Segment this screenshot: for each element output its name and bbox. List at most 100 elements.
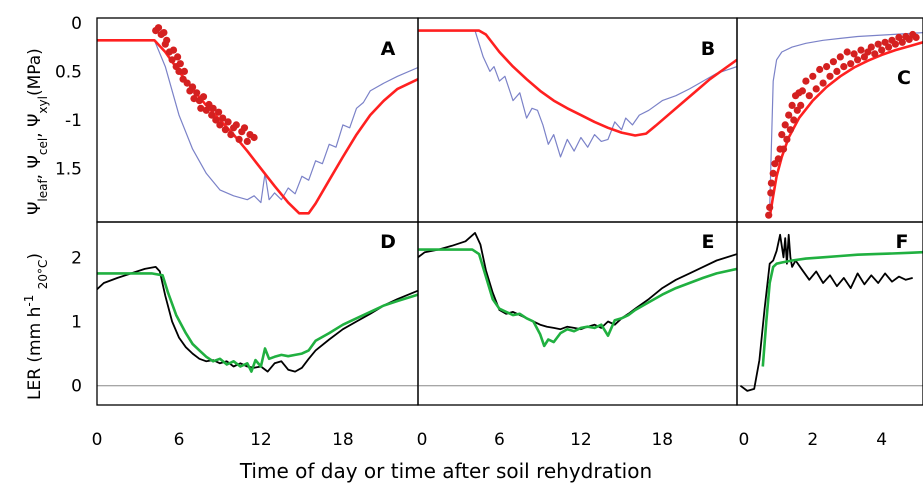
series-line-a-1 <box>97 39 418 204</box>
x-tick-label: 0 <box>417 430 428 450</box>
data-point <box>767 189 775 197</box>
data-point <box>766 203 774 211</box>
data-point <box>219 114 227 122</box>
y-tick-label: 2 <box>71 248 82 268</box>
data-point <box>190 95 198 103</box>
series-line-d-1 <box>97 265 418 373</box>
panel-frame <box>736 17 923 223</box>
panel-label: F <box>896 231 909 253</box>
data-point <box>781 121 789 129</box>
panel-label: D <box>380 231 396 253</box>
data-point <box>174 53 182 61</box>
series-line-b-1 <box>418 30 737 158</box>
x-axis-label: Time of day or time after soil rehydrati… <box>239 459 652 483</box>
data-point <box>154 24 163 32</box>
series-line-f-1 <box>739 233 913 392</box>
data-point <box>829 58 838 66</box>
data-point <box>180 67 188 75</box>
data-point <box>843 48 851 56</box>
series-line-c-1 <box>769 32 923 208</box>
data-point <box>769 169 777 177</box>
data-point <box>183 79 191 87</box>
y-tick-label: 0 <box>71 377 82 397</box>
y-tick-label: 1 <box>71 313 82 333</box>
series-line-c-2 <box>768 41 923 218</box>
data-point <box>209 104 217 112</box>
data-point <box>785 111 793 119</box>
data-point <box>836 53 844 61</box>
data-point <box>175 67 183 75</box>
x-tick-label: 12 <box>250 430 272 450</box>
panel-e: E <box>417 221 738 406</box>
panel-label: B <box>701 38 715 60</box>
panel-label: E <box>702 231 715 253</box>
data-point <box>163 36 171 44</box>
x-tick-labels: 0 6 12 18 0 6 12 18 0 2 4 <box>92 430 888 450</box>
data-point <box>790 116 798 124</box>
data-point <box>867 43 875 51</box>
data-point <box>874 40 882 48</box>
data-point <box>805 92 813 100</box>
data-point <box>176 60 184 68</box>
panel-label: C <box>897 67 911 89</box>
data-point <box>193 89 201 97</box>
data-point <box>809 72 817 80</box>
x-tick-label: 12 <box>570 430 592 450</box>
x-tick-label: 4 <box>876 430 887 450</box>
data-point <box>212 116 220 124</box>
data-point <box>786 126 795 134</box>
data-point <box>788 101 796 109</box>
data-point <box>878 46 886 54</box>
data-point <box>243 137 251 145</box>
x-tick-label: 6 <box>494 430 505 450</box>
panel-b: B <box>417 17 738 223</box>
x-tick-label: 2 <box>807 430 818 450</box>
data-point <box>197 104 205 112</box>
data-point <box>767 179 776 187</box>
data-point <box>169 46 178 54</box>
data-point <box>774 155 782 163</box>
y-axis-label-bottom: LER (mm h-1 20°C) <box>22 253 50 400</box>
data-point <box>202 106 210 114</box>
data-point <box>912 33 920 42</box>
series-line-a-2 <box>97 38 418 215</box>
series-line-f-2 <box>761 250 923 367</box>
data-point <box>240 124 249 132</box>
panel-frame <box>96 17 419 223</box>
data-point <box>250 133 258 142</box>
panels: A B C D E F <box>96 17 923 406</box>
data-point <box>816 65 824 74</box>
data-point <box>885 43 893 51</box>
y-tick-label: 0.5 <box>55 62 82 82</box>
x-tick-label: 18 <box>332 430 354 450</box>
panel-d: D <box>96 221 419 406</box>
data-point <box>812 85 820 93</box>
panel-label: A <box>381 38 396 60</box>
panel-frame <box>417 17 738 223</box>
series-line-e-1 <box>418 231 737 331</box>
data-point <box>221 126 229 134</box>
data-point <box>765 211 773 219</box>
x-tick-label: 0 <box>738 430 749 450</box>
panel-a: A <box>96 17 419 223</box>
data-point <box>891 40 900 48</box>
data-point <box>854 56 862 64</box>
x-tick-label: 18 <box>651 430 673 450</box>
data-point <box>779 145 788 153</box>
data-point <box>850 50 858 58</box>
y-tick-labels-top: 0 0.5 -1 1.5 <box>55 14 82 180</box>
data-point <box>840 63 848 71</box>
data-point <box>208 111 216 119</box>
data-point <box>232 121 240 129</box>
panel-f: F <box>736 221 923 406</box>
x-tick-label: 0 <box>92 430 103 450</box>
y-tick-labels-bottom: 0 1 2 <box>71 248 82 396</box>
data-point <box>823 63 831 71</box>
data-point <box>189 83 197 91</box>
y-tick-label: 1.5 <box>55 160 82 180</box>
panel-c: C <box>736 17 923 223</box>
data-point <box>227 131 235 139</box>
data-point <box>833 67 841 75</box>
data-point <box>199 93 208 101</box>
